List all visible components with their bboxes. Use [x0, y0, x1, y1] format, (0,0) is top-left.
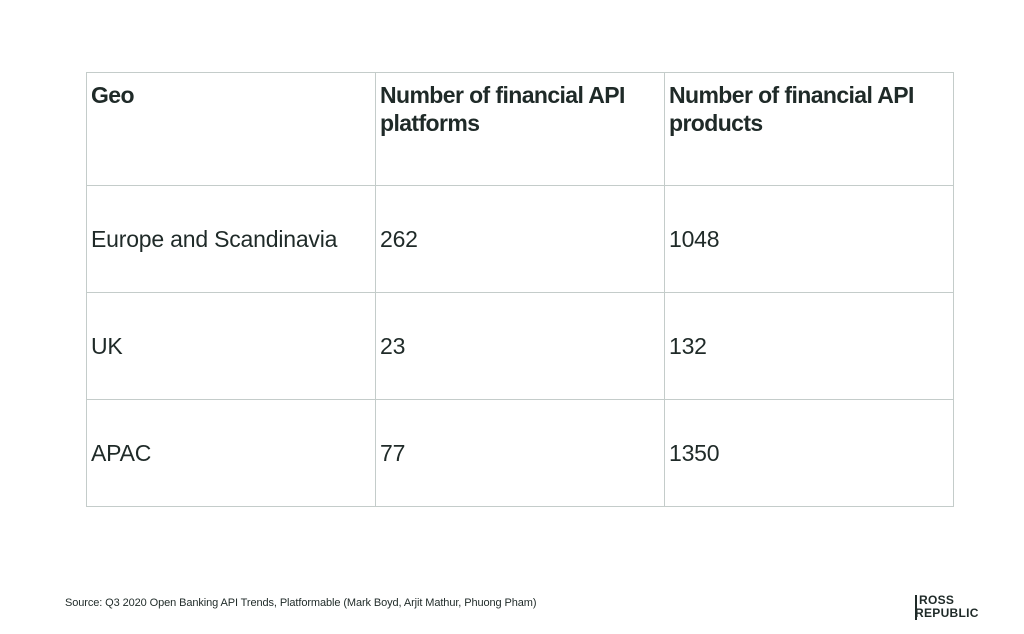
header-geo: Geo — [86, 72, 376, 186]
cell-platforms: 262 — [375, 185, 665, 293]
cell-products: 1048 — [664, 185, 954, 293]
cell-geo: UK — [86, 292, 376, 400]
logo-line-ross: ROSS — [919, 593, 955, 607]
table-row: Europe and Scandinavia 262 1048 — [86, 185, 954, 293]
header-products: Number of financial API products — [664, 72, 954, 186]
cell-geo: Europe and Scandinavia — [86, 185, 376, 293]
table-row: UK 23 132 — [86, 292, 954, 400]
table-header-row: Geo Number of financial API platforms Nu… — [86, 72, 954, 186]
api-platforms-table: Geo Number of financial API platforms Nu… — [86, 72, 954, 507]
cell-platforms: 23 — [375, 292, 665, 400]
cell-geo: APAC — [86, 399, 376, 507]
cell-platforms: 77 — [375, 399, 665, 507]
source-note: Source: Q3 2020 Open Banking API Trends,… — [65, 597, 537, 609]
logo-line-republic: REPUBLIC — [915, 606, 979, 620]
cell-products: 132 — [664, 292, 954, 400]
table-row: APAC 77 1350 — [86, 399, 954, 507]
header-platforms: Number of financial API platforms — [375, 72, 665, 186]
logo-bar — [915, 595, 917, 620]
cell-products: 1350 — [664, 399, 954, 507]
ross-republic-logo: ROSS REPUBLIC — [915, 594, 995, 622]
